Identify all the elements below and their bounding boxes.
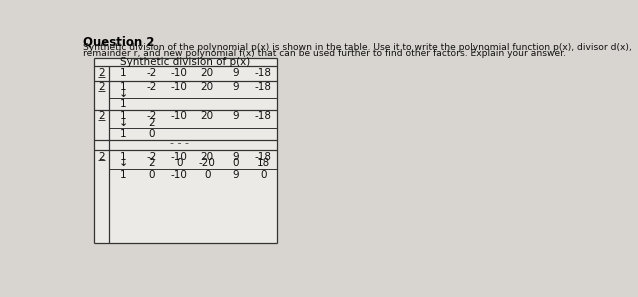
- Text: Question 2: Question 2: [83, 35, 154, 48]
- Text: 9: 9: [232, 151, 239, 162]
- Text: ↓: ↓: [119, 89, 128, 99]
- Text: 2: 2: [98, 111, 105, 121]
- Text: 0: 0: [148, 170, 154, 180]
- Text: 2: 2: [148, 119, 154, 128]
- Text: -18: -18: [255, 151, 272, 162]
- Text: -10: -10: [171, 111, 188, 121]
- Text: ↓: ↓: [119, 159, 128, 168]
- Text: 20: 20: [201, 82, 214, 92]
- Text: 0: 0: [176, 159, 182, 168]
- Text: 1: 1: [120, 170, 126, 180]
- Text: -2: -2: [146, 68, 156, 78]
- Text: 1: 1: [120, 111, 126, 121]
- Text: ↓: ↓: [119, 119, 128, 128]
- Text: 2: 2: [98, 68, 105, 78]
- Text: - - -: - - -: [170, 138, 189, 148]
- Text: -2: -2: [146, 151, 156, 162]
- Text: 9: 9: [232, 68, 239, 78]
- Text: 20: 20: [201, 68, 214, 78]
- Text: 0: 0: [232, 159, 239, 168]
- Text: 1: 1: [120, 82, 126, 92]
- Text: 0: 0: [204, 170, 211, 180]
- Text: 2: 2: [98, 82, 105, 92]
- Text: 9: 9: [232, 170, 239, 180]
- Text: remainder r, and new polynomial f(x) that can be used further to find other fact: remainder r, and new polynomial f(x) tha…: [83, 49, 566, 58]
- Text: -2: -2: [146, 111, 156, 121]
- Text: 2: 2: [98, 151, 105, 162]
- Text: 1: 1: [120, 99, 126, 109]
- Text: -10: -10: [171, 82, 188, 92]
- Text: -18: -18: [255, 68, 272, 78]
- Text: Synthetic division of p(x): Synthetic division of p(x): [121, 57, 251, 67]
- Text: 2: 2: [148, 159, 154, 168]
- Text: -10: -10: [171, 151, 188, 162]
- Text: -18: -18: [255, 111, 272, 121]
- Text: 1: 1: [120, 151, 126, 162]
- FancyBboxPatch shape: [94, 58, 278, 243]
- Text: -20: -20: [199, 159, 216, 168]
- Text: 1: 1: [120, 68, 126, 78]
- Text: Synthetic division of the polynomial p(x) is shown in the table. Use it to write: Synthetic division of the polynomial p(x…: [83, 43, 632, 53]
- Text: 0: 0: [260, 170, 267, 180]
- Text: -2: -2: [146, 82, 156, 92]
- Text: -18: -18: [255, 82, 272, 92]
- Text: 1: 1: [120, 129, 126, 139]
- Text: -10: -10: [171, 170, 188, 180]
- Text: 18: 18: [256, 159, 270, 168]
- Text: 0: 0: [148, 129, 154, 139]
- Text: -10: -10: [171, 68, 188, 78]
- Text: 20: 20: [201, 151, 214, 162]
- Text: 9: 9: [232, 111, 239, 121]
- Text: 20: 20: [201, 111, 214, 121]
- Text: 9: 9: [232, 82, 239, 92]
